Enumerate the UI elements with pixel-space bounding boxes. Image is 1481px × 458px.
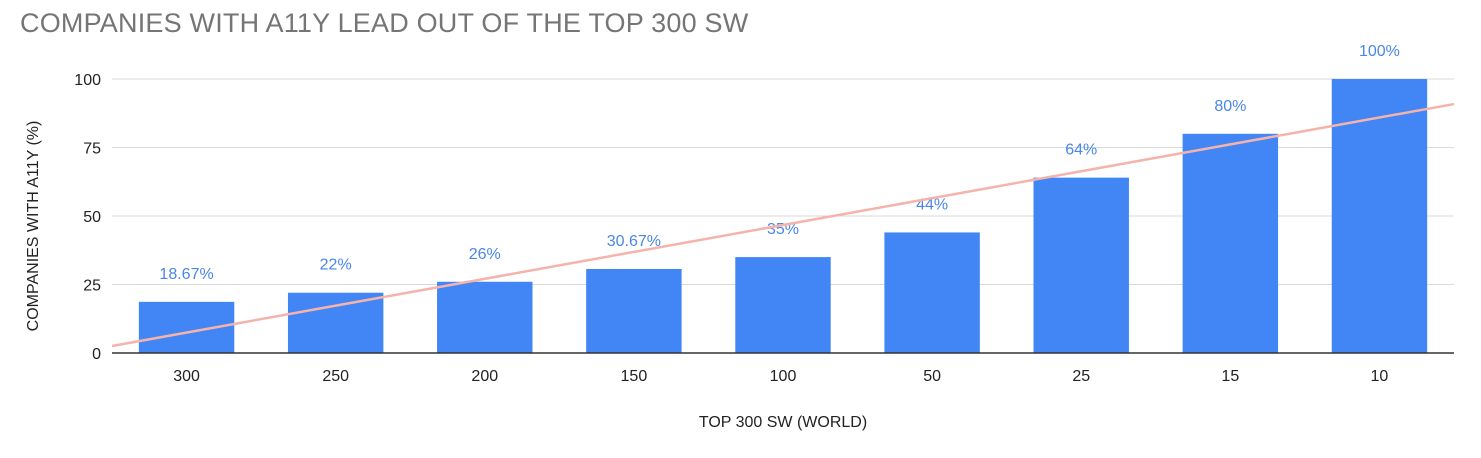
data-label: 80% (1214, 98, 1246, 115)
data-label: 26% (469, 246, 501, 263)
bar (437, 281, 533, 353)
y-axis-ticks: 0 25 50 75 100 (74, 72, 101, 363)
y-tick-label: 25 (83, 278, 101, 295)
y-tick-label: 100 (74, 72, 101, 89)
data-label: 18.67% (159, 266, 213, 283)
data-label: 22% (320, 257, 352, 274)
y-tick-label: 75 (83, 141, 101, 158)
data-label: 30.67% (607, 233, 661, 250)
bar (1182, 133, 1279, 353)
x-tick-label: 150 (621, 368, 648, 385)
bar (287, 292, 384, 353)
bar (735, 257, 831, 353)
bar (586, 268, 682, 353)
x-tick-label: 25 (1072, 368, 1090, 385)
x-axis-label: TOP 300 SW (WORLD) (699, 414, 867, 431)
bars (138, 79, 1428, 353)
bar (1331, 79, 1428, 353)
data-label: 64% (1065, 142, 1097, 159)
data-label: 100% (1359, 43, 1400, 60)
x-tick-label: 200 (471, 368, 498, 385)
bar (1033, 177, 1129, 353)
x-tick-label: 15 (1221, 368, 1239, 385)
x-tick-label: 10 (1371, 368, 1389, 385)
x-tick-label: 250 (322, 368, 349, 385)
x-tick-label: 300 (173, 368, 200, 385)
y-tick-label: 50 (83, 209, 101, 226)
x-tick-label: 50 (923, 368, 941, 385)
y-tick-label: 0 (92, 346, 101, 363)
x-axis-ticks: 300 250 200 150 100 50 25 15 10 (173, 368, 1388, 385)
x-tick-label: 100 (770, 368, 797, 385)
chart-title: COMPANIES WITH A11Y LEAD OUT OF THE TOP … (20, 8, 749, 38)
bar (884, 232, 980, 353)
y-axis-label: COMPANIES WITH A11Y (%) (25, 121, 42, 332)
trendline (111, 102, 1455, 348)
